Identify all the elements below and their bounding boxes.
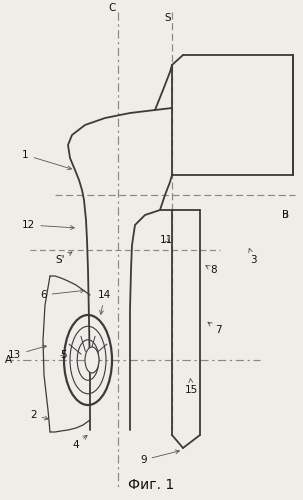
Text: S': S': [55, 252, 72, 265]
Text: 5: 5: [60, 350, 67, 360]
Text: 1: 1: [22, 150, 72, 170]
Text: Фиг. 1: Фиг. 1: [128, 478, 175, 492]
Text: 8: 8: [206, 265, 217, 275]
Text: C: C: [108, 3, 115, 13]
Text: 9: 9: [140, 450, 179, 465]
Text: 4: 4: [72, 436, 87, 450]
Text: 13: 13: [8, 345, 46, 360]
Text: A: A: [5, 355, 12, 365]
Text: B: B: [282, 210, 289, 220]
Text: S: S: [164, 13, 171, 23]
Text: 14: 14: [98, 290, 111, 314]
Text: 6: 6: [40, 289, 84, 300]
Text: 7: 7: [208, 322, 221, 335]
Text: 12: 12: [22, 220, 74, 230]
Text: 3: 3: [249, 248, 257, 265]
Text: 2: 2: [30, 410, 48, 420]
Text: 11: 11: [160, 235, 173, 245]
Text: 15: 15: [185, 378, 198, 395]
Ellipse shape: [85, 347, 99, 373]
